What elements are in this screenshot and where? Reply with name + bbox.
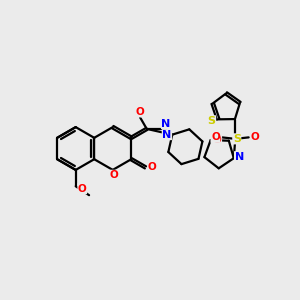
Text: O: O: [213, 135, 222, 145]
Text: O: O: [211, 132, 220, 142]
Text: N: N: [161, 118, 171, 128]
Text: O: O: [148, 162, 156, 172]
Text: O: O: [251, 132, 260, 142]
Text: N: N: [235, 152, 244, 162]
Text: S: S: [208, 116, 216, 126]
Text: O: O: [136, 107, 144, 117]
Text: O: O: [110, 170, 118, 180]
Text: N: N: [162, 130, 172, 140]
Text: O: O: [78, 184, 87, 194]
Text: S: S: [233, 134, 241, 144]
